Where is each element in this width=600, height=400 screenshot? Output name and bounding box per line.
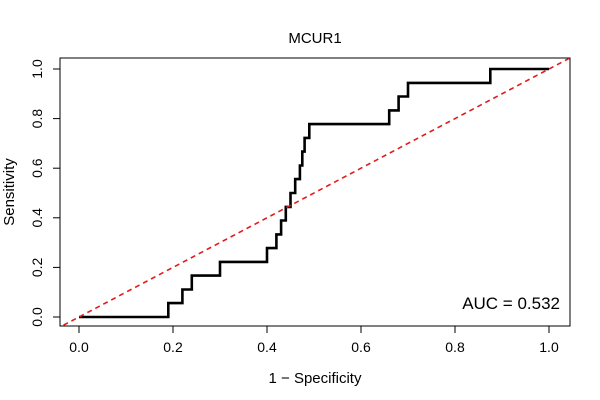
x-tick-label: 0.4	[257, 339, 277, 355]
reference-diagonal-line	[60, 58, 570, 326]
x-tick-label: 0.8	[445, 339, 465, 355]
y-axis-label: Sensitivity	[1, 158, 18, 226]
x-axis-label: 1 − Specificity	[269, 370, 362, 387]
y-tick-label: 0.0	[29, 307, 45, 327]
y-tick-label: 0.2	[29, 257, 45, 277]
roc-curve	[79, 67, 549, 319]
x-axis: 0.0 0.2 0.4 0.6 0.8 1.0	[69, 325, 559, 355]
plot-area	[60, 58, 570, 326]
x-tick-label: 0.0	[69, 339, 89, 355]
y-axis: 0.0 0.2 0.4 0.6 0.8 1.0	[29, 59, 61, 327]
y-tick-label: 1.0	[29, 59, 45, 79]
y-tick-label: 0.6	[29, 158, 45, 178]
chart-title: MCUR1	[288, 30, 341, 47]
y-tick-label: 0.4	[29, 208, 45, 228]
x-tick-label: 0.2	[163, 339, 183, 355]
x-tick-label: 0.6	[351, 339, 371, 355]
x-tick-label: 1.0	[539, 339, 559, 355]
auc-annotation: AUC = 0.532	[462, 294, 560, 313]
y-tick-label: 0.8	[29, 109, 45, 129]
